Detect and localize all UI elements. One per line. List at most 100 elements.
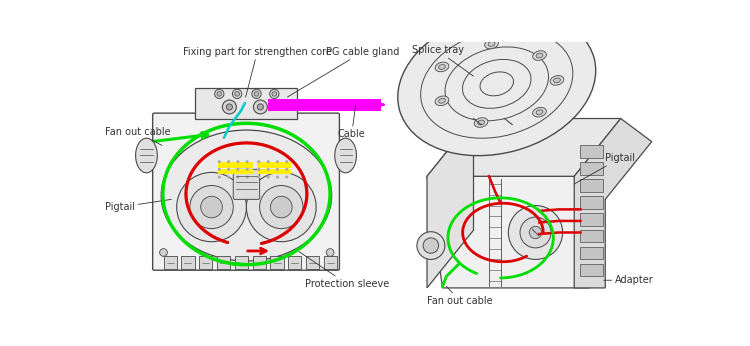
Ellipse shape [536, 53, 543, 58]
Bar [235, 256, 248, 270]
Circle shape [285, 175, 288, 179]
Bar [580, 213, 603, 226]
Circle shape [276, 160, 279, 163]
Circle shape [257, 175, 260, 179]
Ellipse shape [536, 110, 543, 115]
Ellipse shape [435, 96, 448, 106]
Ellipse shape [554, 78, 560, 83]
Circle shape [246, 175, 249, 179]
Bar [268, 99, 380, 111]
Circle shape [236, 168, 239, 171]
Circle shape [271, 196, 292, 218]
Circle shape [276, 175, 279, 179]
Circle shape [272, 92, 277, 96]
Text: Pigtail: Pigtail [105, 199, 171, 212]
Circle shape [257, 160, 260, 163]
Circle shape [285, 168, 288, 171]
Ellipse shape [435, 62, 448, 72]
Bar [182, 256, 194, 270]
Circle shape [223, 100, 236, 114]
Bar [200, 256, 212, 270]
Circle shape [257, 104, 263, 110]
Bar [256, 169, 291, 174]
Ellipse shape [532, 51, 546, 60]
Bar [253, 256, 266, 270]
Bar [256, 162, 291, 168]
Polygon shape [427, 119, 473, 288]
Circle shape [217, 160, 220, 163]
Circle shape [246, 168, 249, 171]
Circle shape [214, 89, 224, 99]
Circle shape [236, 175, 239, 179]
Circle shape [190, 185, 233, 229]
Bar [271, 256, 284, 270]
Text: Adapter: Adapter [604, 275, 653, 285]
Ellipse shape [474, 118, 488, 127]
Circle shape [254, 92, 259, 96]
Bar [580, 162, 603, 175]
Ellipse shape [398, 12, 596, 156]
Ellipse shape [439, 98, 446, 103]
Bar [580, 264, 603, 276]
Ellipse shape [550, 75, 564, 85]
Bar [580, 196, 603, 209]
Circle shape [266, 168, 270, 171]
Bar [288, 256, 302, 270]
Circle shape [285, 160, 288, 163]
Circle shape [270, 89, 279, 99]
Circle shape [236, 160, 239, 163]
Ellipse shape [488, 42, 495, 46]
Circle shape [254, 100, 267, 114]
Text: Fan out cable: Fan out cable [105, 127, 171, 145]
Circle shape [201, 196, 223, 218]
Bar [194, 88, 297, 119]
Text: Protection sleeve: Protection sleeve [299, 252, 388, 289]
Text: Cable: Cable [338, 104, 366, 139]
Bar [580, 247, 603, 260]
Circle shape [266, 175, 270, 179]
FancyBboxPatch shape [153, 113, 340, 270]
Circle shape [417, 232, 445, 260]
Circle shape [226, 104, 232, 110]
FancyBboxPatch shape [233, 169, 260, 199]
Circle shape [227, 168, 230, 171]
Polygon shape [574, 119, 652, 288]
Bar [217, 169, 253, 174]
Text: PG cable gland: PG cable gland [287, 47, 400, 97]
Circle shape [217, 175, 220, 179]
Text: Splice tray: Splice tray [412, 45, 473, 76]
Text: Fan out cable: Fan out cable [427, 286, 493, 306]
Bar [217, 162, 253, 168]
Ellipse shape [161, 130, 332, 261]
Bar [217, 256, 230, 270]
Ellipse shape [439, 65, 446, 69]
Bar [324, 256, 337, 270]
Circle shape [509, 206, 562, 260]
Circle shape [260, 185, 303, 229]
Ellipse shape [532, 107, 546, 117]
Circle shape [217, 168, 220, 171]
Circle shape [217, 92, 222, 96]
Bar [580, 179, 603, 192]
Polygon shape [427, 119, 621, 176]
Circle shape [520, 217, 551, 248]
Ellipse shape [484, 39, 498, 49]
Circle shape [227, 175, 230, 179]
Circle shape [177, 172, 247, 242]
Circle shape [276, 168, 279, 171]
Bar [580, 145, 603, 158]
Circle shape [246, 160, 249, 163]
Circle shape [530, 226, 542, 239]
Circle shape [423, 238, 439, 253]
Bar [580, 230, 603, 243]
Text: Fixing part for strengthen core: Fixing part for strengthen core [183, 47, 332, 97]
Circle shape [326, 249, 334, 256]
Circle shape [266, 160, 270, 163]
Bar [164, 256, 177, 270]
Polygon shape [427, 176, 590, 288]
Ellipse shape [478, 120, 484, 125]
Circle shape [252, 89, 261, 99]
Circle shape [227, 160, 230, 163]
Ellipse shape [136, 138, 158, 173]
Ellipse shape [334, 138, 356, 173]
